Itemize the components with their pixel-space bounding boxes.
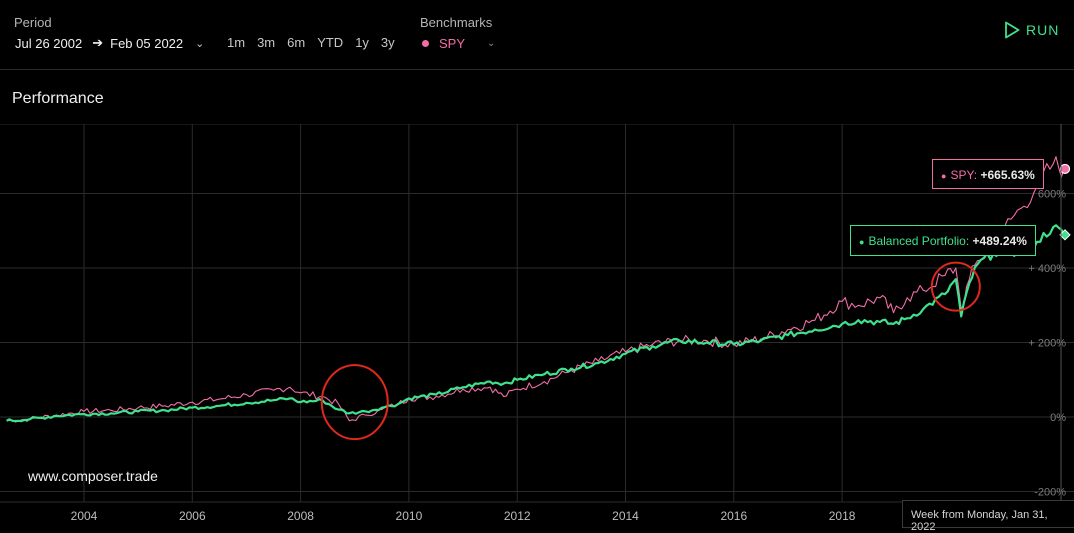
start-date[interactable]: Jul 26 2002 — [15, 35, 83, 51]
balanced-tooltip: ● Balanced Portfolio: +489.24% — [850, 225, 1036, 256]
hover-date-readout: Week from Monday, Jan 31, 2022 — [902, 500, 1074, 533]
chevron-down-icon[interactable]: ⌄ — [195, 37, 205, 50]
x-tick-label: 2010 — [396, 509, 423, 523]
x-tick-label: 2006 — [179, 509, 206, 523]
range-6m[interactable]: 6m — [287, 35, 306, 50]
x-tick-label: 2014 — [612, 509, 639, 523]
x-tick-label: 2004 — [71, 509, 98, 523]
range-presets: 1m 3m 6m YTD 1y 3y — [227, 35, 407, 50]
end-date[interactable]: Feb 05 2022 — [110, 35, 184, 51]
section-title: Performance — [12, 90, 104, 107]
run-label: RUN — [1026, 22, 1060, 38]
x-tick-label: 2018 — [829, 509, 856, 523]
run-button[interactable]: RUN — [1004, 21, 1059, 39]
spy-dot-icon: ● — [941, 171, 947, 181]
chevron-down-icon[interactable]: ⌄ — [487, 38, 496, 49]
spy-tooltip: ● SPY: +665.63% — [932, 159, 1044, 189]
balanced-end-marker — [1059, 229, 1071, 241]
balanced-tooltip-name: Balanced Portfolio: — [868, 234, 970, 248]
performance-chart[interactable]: 2004 2006 2008 2010 2012 2014 2016 2018 -200% 0% +… — [0, 124, 1074, 532]
spy-dot-icon — [422, 40, 429, 47]
annotation-circle — [320, 364, 389, 441]
balanced-dot-icon: ● — [859, 237, 865, 247]
y-tick-label: -200% — [1034, 487, 1066, 499]
x-tick-label: 2008 — [287, 509, 314, 523]
benchmark-select[interactable]: SPY ⌄ — [422, 36, 495, 51]
range-3m[interactable]: 3m — [257, 35, 276, 50]
date-range-picker[interactable]: Jul 26 2002 ➔ Feb 05 2022 ⌄ — [15, 35, 204, 51]
range-ytd[interactable]: YTD — [317, 35, 344, 50]
toolbar: Period Jul 26 2002 ➔ Feb 05 2022 ⌄ 1m 3m… — [0, 0, 1074, 70]
benchmarks-label: Benchmarks — [420, 15, 493, 30]
period-label: Period — [14, 15, 52, 30]
spy-end-marker — [1059, 163, 1071, 175]
spy-line — [6, 156, 1065, 423]
watermark: www.composer.trade — [28, 468, 158, 484]
spy-tooltip-value: +665.63% — [980, 168, 1035, 182]
y-tick-label: + 200% — [1028, 338, 1066, 350]
y-tick-label: 0% — [1050, 412, 1066, 424]
balanced-tooltip-value: +489.24% — [972, 234, 1027, 248]
play-icon — [1005, 21, 1020, 39]
range-1m[interactable]: 1m — [227, 35, 246, 50]
range-3y[interactable]: 3y — [380, 35, 395, 50]
x-tick-label: 2016 — [720, 509, 747, 523]
y-tick-label: + 400% — [1028, 263, 1066, 275]
benchmark-selected[interactable]: SPY — [439, 36, 466, 51]
arrow-right-icon: ➔ — [92, 35, 104, 50]
spy-tooltip-name: SPY: — [950, 168, 978, 182]
performance-chart-svg[interactable]: 2004 2006 2008 2010 2012 2014 2016 2018 -200% 0% +… — [0, 124, 1074, 532]
balanced-portfolio-line — [6, 224, 1066, 423]
x-tick-label: 2012 — [504, 509, 531, 523]
y-tick-label: 600% — [1038, 189, 1066, 201]
annotation-circle — [930, 261, 981, 312]
range-1y[interactable]: 1y — [355, 35, 369, 50]
